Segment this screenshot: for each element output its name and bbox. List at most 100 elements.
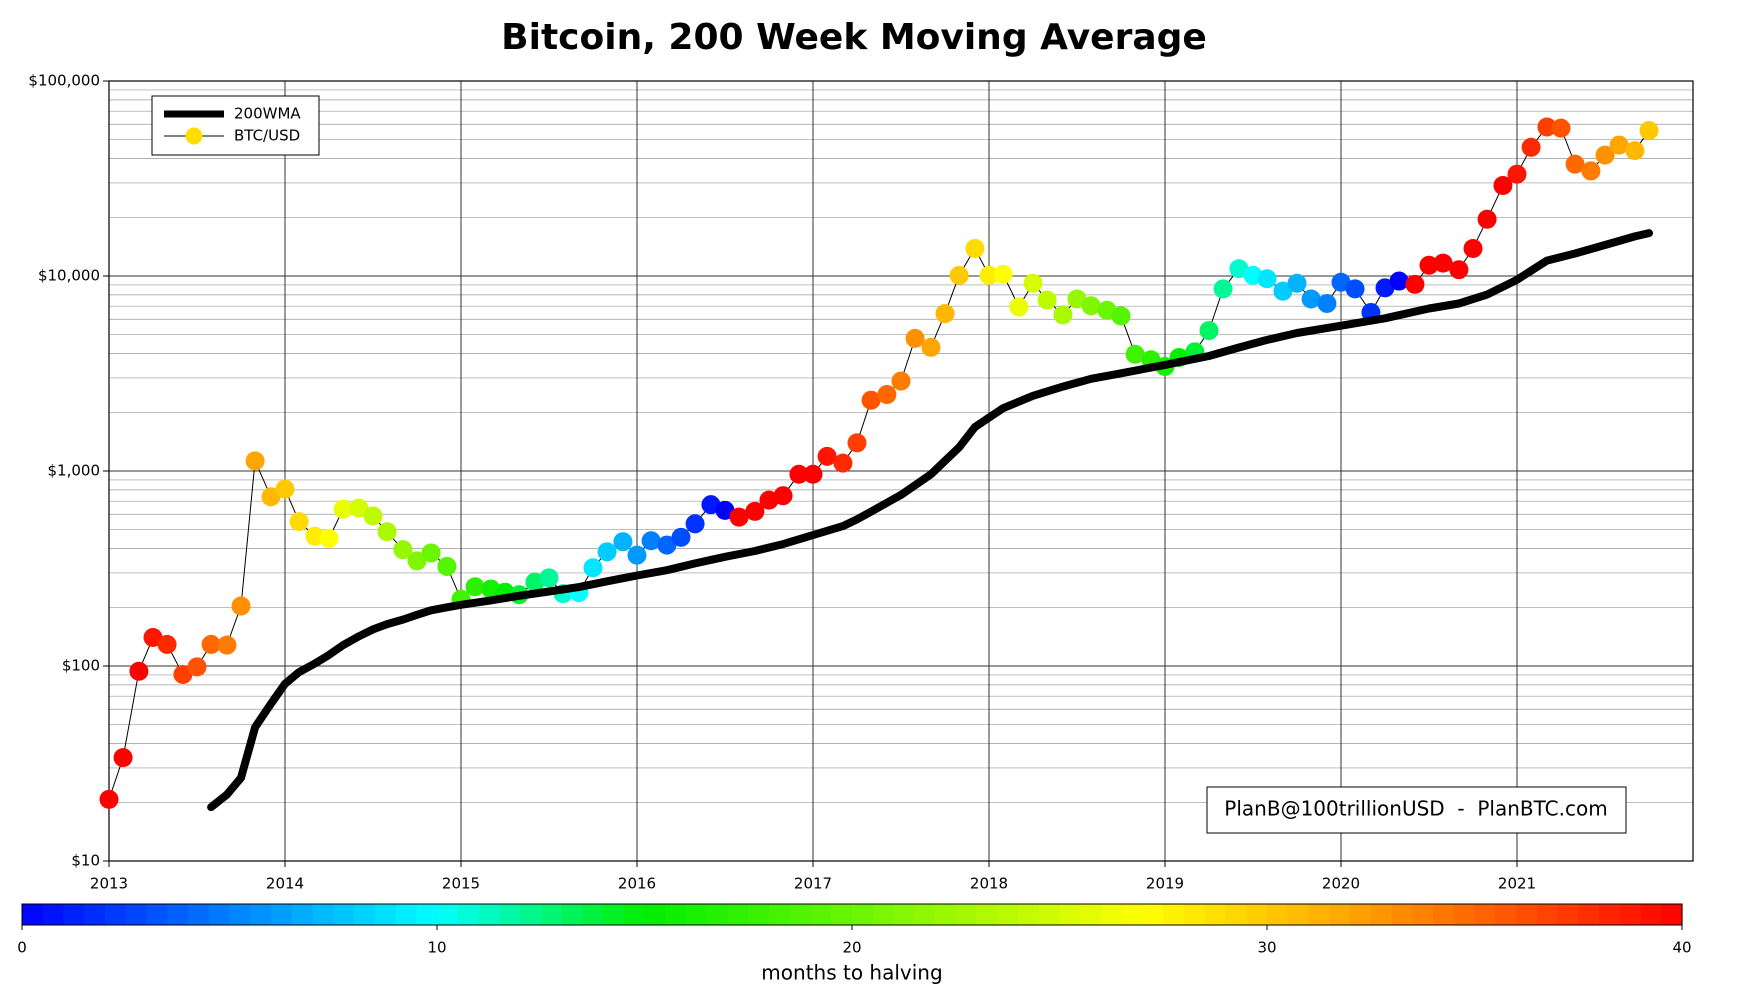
price-point (685, 514, 705, 534)
x-tick-label: 2020 (1322, 875, 1360, 893)
price-point (1273, 281, 1293, 301)
colorbar-cell (437, 904, 459, 925)
colorbar-cell (1121, 904, 1144, 925)
colorbar-cell (540, 904, 563, 925)
price-point (745, 501, 765, 521)
colorbar-cell (291, 904, 314, 925)
price-point (1639, 121, 1659, 141)
colorbar-cell (63, 904, 85, 925)
price-point (465, 577, 485, 597)
colorbar-cell (1640, 904, 1662, 925)
colorbar-cell (229, 904, 251, 925)
colorbar-cell (271, 904, 293, 925)
colorbar-cell (1267, 904, 1289, 925)
price-point (1419, 255, 1439, 275)
price-point (993, 264, 1013, 284)
y-tick-label: $100 (62, 657, 100, 675)
price-point (231, 596, 251, 616)
legend-label: 200WMA (234, 105, 301, 123)
colorbar-cell (727, 904, 749, 925)
colorbar-cell (831, 904, 853, 925)
colorbar-cell (603, 904, 625, 925)
price-point (1009, 297, 1029, 317)
price-point (319, 528, 339, 548)
price-point (261, 487, 281, 507)
annotation-box (1206, 786, 1627, 834)
price-point (1389, 271, 1409, 291)
price-point (437, 556, 457, 576)
chart-title: Bitcoin, 200 Week Moving Average (501, 17, 1207, 58)
colorbar-tick-label: 20 (842, 939, 861, 957)
colorbar-cell (312, 904, 334, 925)
x-tick-label: 2017 (794, 875, 832, 893)
colorbar-cell (810, 904, 832, 925)
price-point (289, 512, 309, 532)
colorbar-cell (665, 904, 687, 925)
colorbar-cell (561, 904, 583, 925)
colorbar-cell (167, 904, 189, 925)
colorbar-cell (935, 904, 957, 925)
price-point (627, 545, 647, 565)
colorbar-cell (1184, 904, 1206, 925)
colorbar-cell (1080, 904, 1102, 925)
colorbar-cell (1204, 904, 1227, 925)
price-point (1449, 260, 1469, 280)
price-point (305, 526, 325, 546)
colorbar-cell (416, 904, 438, 925)
colorbar-cell (914, 904, 936, 925)
colorbar-cell (42, 904, 65, 925)
colorbar-cell (872, 904, 895, 925)
colorbar-cell (1412, 904, 1434, 925)
price-point (1199, 321, 1219, 341)
price-point (1213, 279, 1233, 299)
colorbar-label: months to halving (761, 961, 942, 985)
colorbar-cell (1391, 904, 1413, 925)
colorbar-cell (976, 904, 998, 925)
colorbar-cell (955, 904, 978, 925)
price-point (393, 540, 413, 560)
price-point (245, 451, 265, 471)
colorbar-cell (1329, 904, 1351, 925)
price-point (877, 385, 897, 405)
legend-label: BTC/USD (234, 127, 300, 145)
price-point (583, 558, 603, 578)
price-point (1375, 278, 1395, 298)
price-point (113, 748, 133, 768)
colorbar-cell (1142, 904, 1164, 925)
colorbar-cell (686, 904, 708, 925)
price-point (333, 499, 353, 519)
colorbar-cell (457, 904, 480, 925)
price-point (1111, 306, 1131, 326)
colorbar-cell (1038, 904, 1061, 925)
price-point (217, 635, 237, 655)
colorbar-cell (1163, 904, 1185, 925)
colorbar-cell (1225, 904, 1247, 925)
colorbar-cell (1453, 904, 1476, 925)
price-point (1229, 259, 1249, 279)
price-point (1581, 161, 1601, 181)
x-tick-label: 2019 (1146, 875, 1184, 893)
y-tick-label: $10,000 (38, 267, 100, 285)
colorbar-tick-label: 10 (427, 939, 446, 957)
price-point (539, 568, 559, 588)
x-tick-label: 2015 (442, 875, 480, 893)
colorbar-cell (1059, 904, 1081, 925)
wma-line (207, 229, 1653, 812)
colorbar-cell (893, 904, 915, 925)
colorbar-cell (333, 904, 355, 925)
colorbar-cell (1557, 904, 1579, 925)
price-point (1037, 290, 1057, 310)
price-point (201, 634, 221, 654)
price-point (1317, 293, 1337, 313)
price-point (1331, 272, 1351, 292)
price-point (143, 628, 163, 648)
price-point (847, 433, 867, 453)
price-point (377, 522, 397, 542)
x-tick-label: 2018 (970, 875, 1008, 893)
price-point (891, 371, 911, 391)
price-point (1595, 145, 1615, 165)
colorbar-cell (1495, 904, 1517, 925)
price-point (1537, 117, 1557, 137)
